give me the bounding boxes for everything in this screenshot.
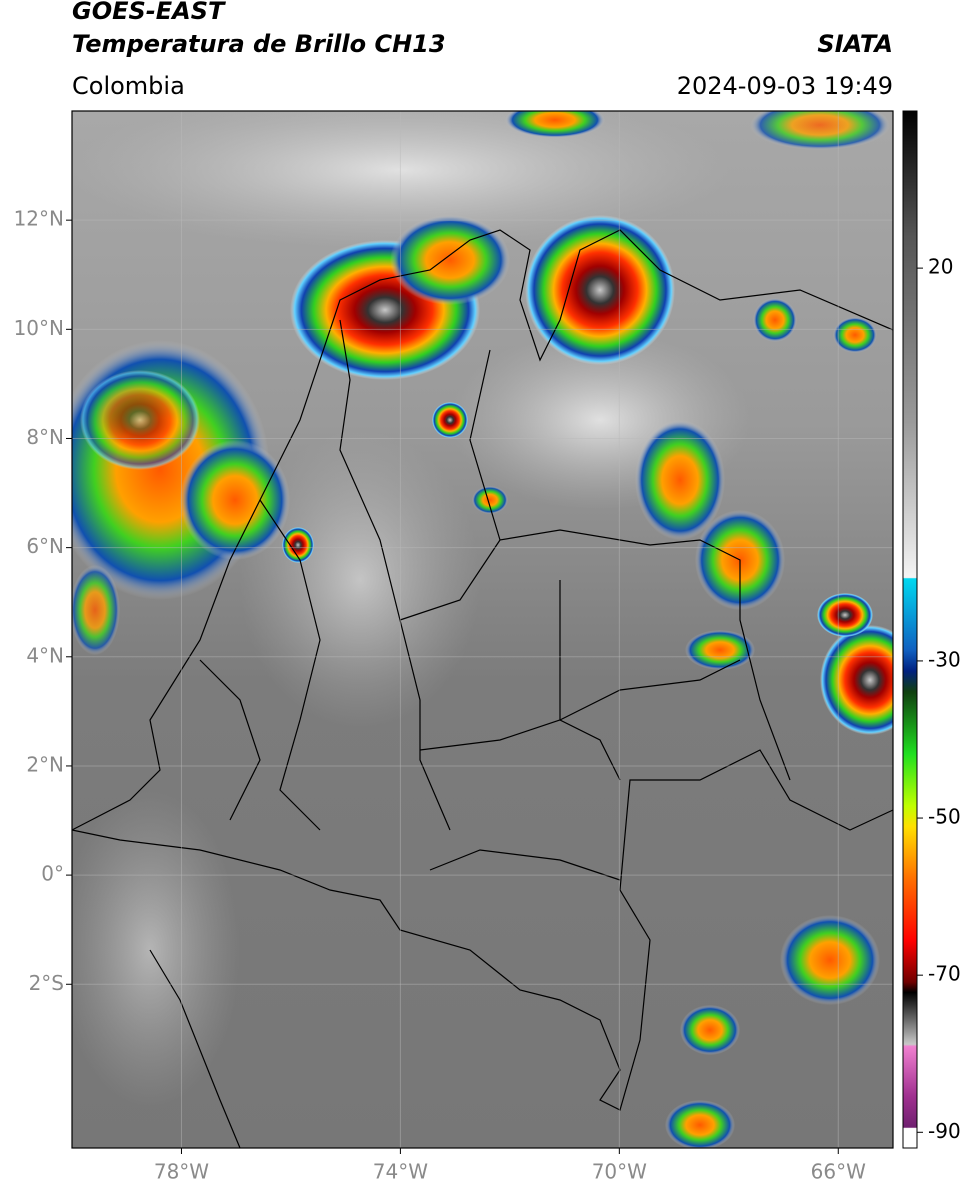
map-frame — [71, 110, 894, 1149]
source: SIATA — [817, 30, 893, 58]
x-tick-label: 78°W — [154, 1160, 209, 1184]
colorbar-tick-label: -90 — [928, 1119, 961, 1143]
y-tick-label: 10°N — [14, 316, 64, 340]
y-tick-label: 2°N — [26, 752, 64, 776]
colorbar-tick-label: -50 — [928, 805, 961, 829]
title-line1: GOES-EAST — [72, 0, 226, 25]
y-tick-label: 6°N — [26, 534, 64, 558]
labels: 78°W 74°W 70°W 66°W 12°N 10°N 8°N 6°N 4°N 2°N 0° 2°… — [14, 207, 961, 1184]
colorbar-tick-label: 20 — [928, 255, 953, 279]
datetime: 2024-09-03 19:49 — [677, 72, 893, 100]
x-tick-label: 66°W — [811, 1160, 866, 1184]
region: Colombia — [72, 72, 185, 100]
x-tick-label: 74°W — [373, 1160, 428, 1184]
colorbar-tick-label: -30 — [928, 647, 961, 671]
y-tick-label: 0° — [41, 862, 64, 886]
title-line2: Temperatura de Brillo CH13 — [72, 30, 446, 58]
x-tick-label: 70°W — [592, 1160, 647, 1184]
y-tick-label: 4°N — [26, 643, 64, 667]
satellite-image — [72, 111, 893, 1148]
colorbar-tick-label: -70 — [928, 962, 961, 986]
y-tick-label: 8°N — [26, 425, 64, 449]
colorbar — [902, 110, 918, 1149]
grid — [72, 111, 893, 1148]
y-tick-label: 12°N — [14, 207, 64, 231]
y-tick-label: 2°S — [29, 971, 64, 995]
